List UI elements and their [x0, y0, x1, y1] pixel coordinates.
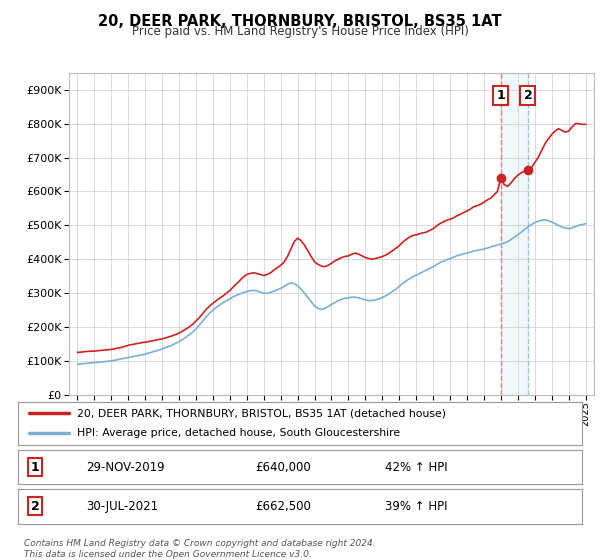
- Text: 2: 2: [31, 500, 39, 513]
- Text: 20, DEER PARK, THORNBURY, BRISTOL, BS35 1AT (detached house): 20, DEER PARK, THORNBURY, BRISTOL, BS35 …: [77, 408, 446, 418]
- Text: 1: 1: [31, 460, 39, 474]
- Text: 29-NOV-2019: 29-NOV-2019: [86, 460, 164, 474]
- Text: 2: 2: [524, 89, 532, 102]
- Text: 42% ↑ HPI: 42% ↑ HPI: [385, 460, 447, 474]
- Text: Price paid vs. HM Land Registry's House Price Index (HPI): Price paid vs. HM Land Registry's House …: [131, 25, 469, 38]
- Text: 39% ↑ HPI: 39% ↑ HPI: [385, 500, 447, 513]
- Text: £662,500: £662,500: [255, 500, 311, 513]
- Text: 30-JUL-2021: 30-JUL-2021: [86, 500, 158, 513]
- Text: 1: 1: [496, 89, 505, 102]
- Text: 20, DEER PARK, THORNBURY, BRISTOL, BS35 1AT: 20, DEER PARK, THORNBURY, BRISTOL, BS35 …: [98, 14, 502, 29]
- Text: Contains HM Land Registry data © Crown copyright and database right 2024.
This d: Contains HM Land Registry data © Crown c…: [24, 539, 376, 559]
- Bar: [501, 73, 528, 395]
- Text: £640,000: £640,000: [255, 460, 311, 474]
- Text: HPI: Average price, detached house, South Gloucestershire: HPI: Average price, detached house, Sout…: [77, 428, 400, 438]
